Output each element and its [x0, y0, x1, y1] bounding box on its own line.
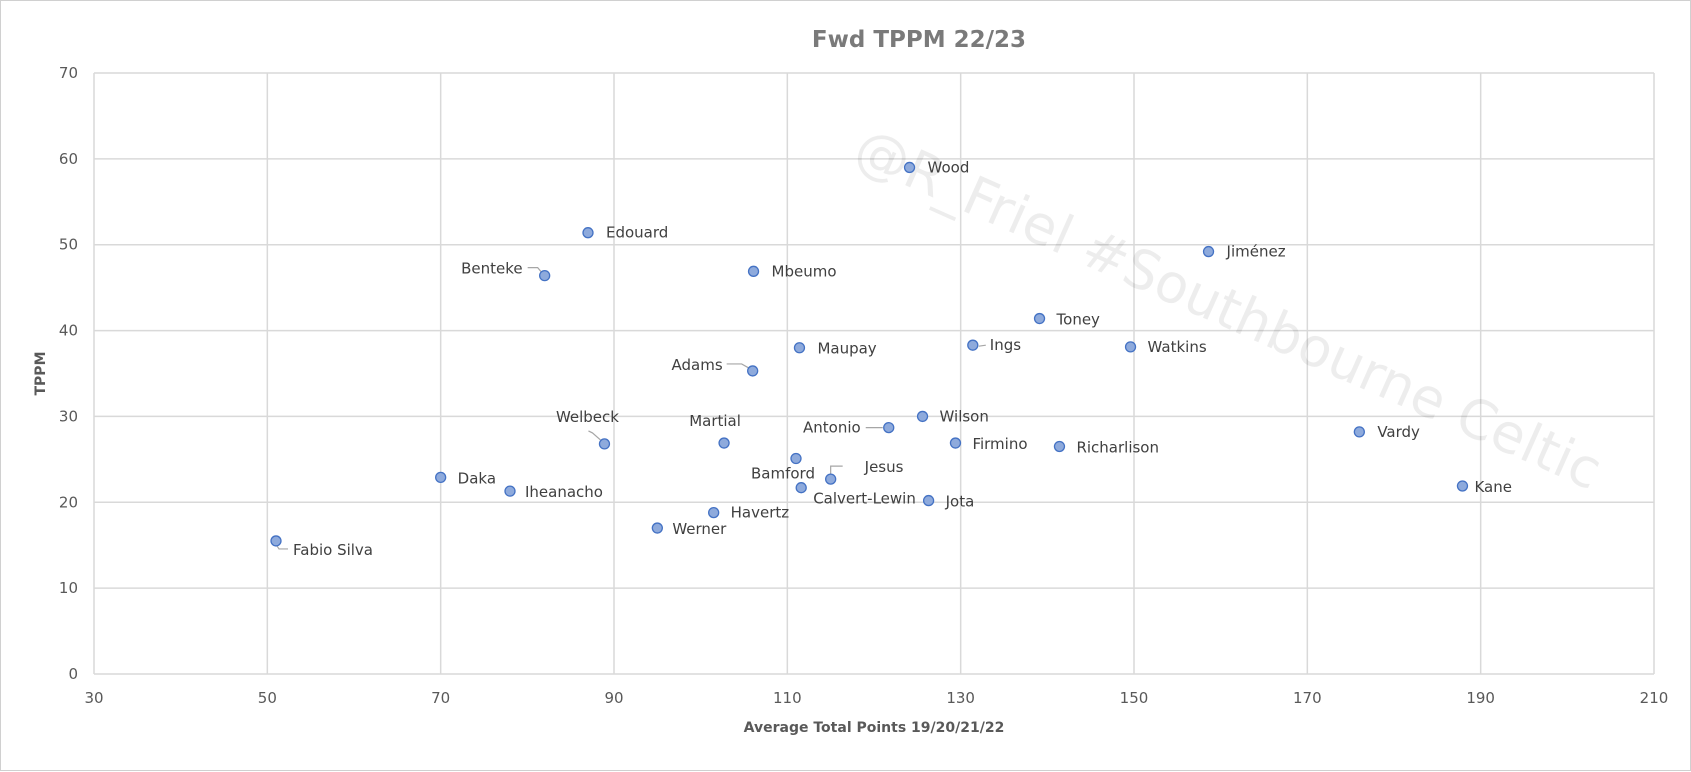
data-point-iheanacho [504, 485, 516, 497]
data-point-watkins [1124, 341, 1137, 353]
x-tick-label-1: 50 [258, 689, 277, 707]
data-label-wilson: Wilson [940, 407, 989, 425]
data-label-adams: Adams [672, 356, 723, 374]
y-tick-label-5: 50 [59, 236, 78, 254]
data-point-benteke [539, 269, 551, 282]
data-label-benteke: Benteke [461, 260, 523, 278]
data-label-vardy: Vardy [1377, 423, 1420, 441]
axis-ticks: 30 50 70 90 110 130 150 170 190 210 0 10 20 30 40 50 60 7… [59, 64, 1668, 707]
data-point-kane [1456, 480, 1469, 492]
x-tick-label-0: 30 [84, 689, 103, 707]
y-tick-label-2: 20 [59, 493, 78, 511]
data-label-bamford: Bamford [751, 464, 815, 482]
gridlines [93, 72, 1655, 675]
x-tick-label-9: 210 [1640, 689, 1669, 707]
data-point-werner [651, 522, 663, 534]
data-point-welbeck [598, 438, 611, 450]
x-tick-label-5: 130 [946, 689, 975, 707]
data-point-antonio [883, 421, 895, 434]
x-tick-label-2: 70 [431, 689, 450, 707]
data-label-jim-nez: Jiménez [1226, 243, 1286, 261]
data-label-jesus: Jesus [864, 458, 904, 476]
leader-line-ings [978, 344, 986, 347]
data-label-edouard: Edouard [606, 224, 668, 242]
data-point-wood [903, 161, 916, 174]
data-point-ings [967, 339, 979, 351]
data-point-vardy [1353, 426, 1365, 438]
data-label-kane: Kane [1474, 478, 1512, 496]
x-tick-label-8: 190 [1466, 689, 1495, 707]
data-label-wood: Wood [928, 158, 970, 176]
data-point-toney [1033, 312, 1046, 325]
leader-line-adams [726, 363, 749, 369]
chart-title: Fwd TPPM 22/23 [812, 27, 1026, 53]
data-point-jesus [825, 473, 837, 485]
data-label-daka: Daka [458, 469, 496, 487]
data-label-martial: Martial [689, 412, 741, 430]
data-points [270, 161, 1469, 547]
y-axis-title: TPPM [33, 351, 49, 395]
data-label-mbeumo: Mbeumo [772, 262, 837, 280]
data-label-welbeck: Welbeck [556, 408, 619, 426]
data-point-maupay [793, 342, 806, 354]
leader-line-welbeck [588, 430, 601, 441]
data-point-jim-nez [1202, 245, 1215, 258]
data-point-fabio-silva [270, 535, 282, 547]
y-tick-label-1: 10 [59, 579, 78, 597]
label-leader-lines [276, 267, 986, 550]
data-label-iheanacho: Iheanacho [525, 483, 603, 501]
data-point-calvert-lewin [795, 482, 807, 494]
data-point-firmino [949, 437, 962, 449]
data-point-wilson [916, 410, 929, 423]
y-tick-label-3: 30 [59, 407, 78, 425]
data-point-edouard [582, 227, 594, 239]
data-label-calvert-lewin: Calvert-Lewin [813, 490, 916, 508]
data-label-werner: Werner [672, 520, 727, 538]
data-point-havertz [708, 506, 720, 519]
data-label-toney: Toney [1056, 311, 1101, 329]
x-tick-label-3: 90 [604, 689, 623, 707]
x-tick-label-7: 170 [1293, 689, 1322, 707]
data-label-maupay: Maupay [817, 340, 876, 358]
data-point-adams [747, 365, 759, 377]
y-tick-label-7: 70 [59, 64, 78, 82]
data-point-martial [718, 437, 730, 449]
y-tick-label-4: 40 [59, 322, 78, 340]
data-labels: Wood Edouard Benteke Mbeumo Jiménez Toney Ings… [293, 158, 1512, 558]
data-label-jota: Jota [945, 493, 975, 511]
data-point-mbeumo [747, 265, 760, 277]
data-label-fabio-silva: Fabio Silva [293, 541, 373, 559]
data-label-richarlison: Richarlison [1076, 438, 1159, 456]
data-label-watkins: Watkins [1148, 338, 1207, 356]
x-tick-label-4: 110 [773, 689, 802, 707]
data-label-antonio: Antonio [803, 419, 861, 437]
x-axis-title: Average Total Points 19/20/21/22 [744, 720, 1005, 736]
data-point-bamford [790, 452, 802, 465]
data-point-richarlison [1053, 440, 1066, 453]
leader-line-fabio-silva [276, 545, 288, 550]
data-label-havertz: Havertz [731, 504, 790, 522]
x-tick-label-6: 150 [1120, 689, 1149, 707]
leader-line-jesus [830, 465, 843, 475]
y-tick-label-0: 0 [68, 665, 78, 683]
data-point-daka [435, 471, 447, 484]
data-label-firmino: Firmino [972, 435, 1027, 453]
data-label-ings: Ings [990, 336, 1021, 354]
data-point-jota [922, 494, 935, 507]
y-tick-label-6: 60 [59, 150, 78, 168]
